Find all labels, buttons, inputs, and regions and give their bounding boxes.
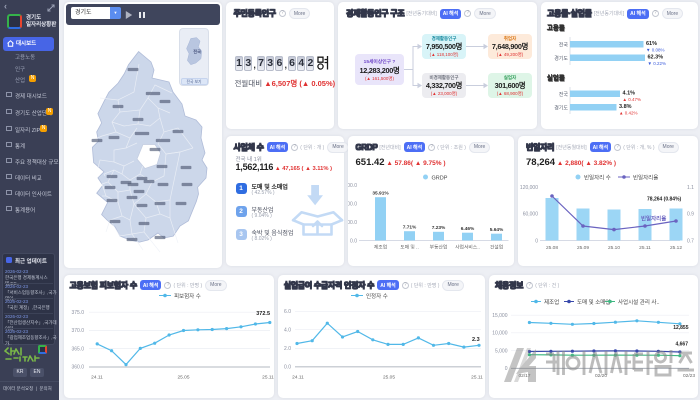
svg-text:5.64%: 5.64% [489, 227, 503, 233]
svg-text:0.7: 0.7 [687, 239, 694, 245]
svg-text:6.46%: 6.46% [460, 226, 474, 232]
svg-text:370.0: 370.0 [71, 328, 84, 334]
svg-text:25.11: 25.11 [639, 245, 651, 251]
svg-text:도매 및 소매업: 도매 및 소매업 [577, 298, 610, 306]
svg-text:24.11: 24.11 [91, 374, 103, 380]
svg-text:78,264 (0.84%): 78,264 (0.84%) [647, 197, 682, 203]
svg-text:25.10: 25.10 [608, 245, 620, 251]
svg-text:경기도: 경기도 [554, 55, 568, 62]
svg-text:0.9: 0.9 [687, 212, 694, 218]
svg-text:02/17: 02/17 [518, 373, 530, 379]
svg-text:25.12: 25.12 [670, 245, 682, 251]
svg-text:건설업: 건설업 [489, 244, 502, 251]
svg-text:▼ 0.22%: ▼ 0.22% [648, 61, 666, 66]
svg-text:375.0: 375.0 [71, 310, 84, 316]
svg-text:사업시설 관리 사..: 사업시설 관리 사.. [618, 298, 660, 306]
svg-text:0.0: 0.0 [350, 239, 357, 245]
svg-text:35.91%: 35.91% [372, 191, 389, 197]
svg-text:제조업: 제조업 [544, 298, 559, 306]
svg-text:4.1%: 4.1% [623, 91, 636, 97]
svg-text:0.0: 0.0 [284, 364, 291, 370]
svg-text:0: 0 [505, 366, 508, 372]
svg-text:인정자 수: 인정자 수 [366, 292, 388, 300]
svg-text:전국: 전국 [559, 42, 569, 49]
svg-text:25.11: 25.11 [471, 374, 483, 380]
svg-text:60,000: 60,000 [523, 212, 539, 218]
svg-text:15,000: 15,000 [492, 313, 508, 319]
svg-text:25.05: 25.05 [383, 374, 395, 380]
svg-text:사업서비스..: 사업서비스.. [455, 244, 480, 251]
svg-text:360.0: 360.0 [71, 364, 84, 370]
svg-text:2.3: 2.3 [472, 337, 480, 343]
svg-text:25.11: 25.11 [262, 374, 273, 380]
svg-text:7.23%: 7.23% [431, 225, 445, 231]
svg-text:빈일자리율: 빈일자리율 [641, 215, 666, 223]
svg-text:61%: 61% [646, 41, 657, 47]
svg-text:경기도: 경기도 [554, 105, 568, 112]
svg-text:62.3%: 62.3% [648, 55, 664, 61]
svg-text:120,000: 120,000 [520, 185, 538, 191]
svg-text:빈일자리 수: 빈일자리 수 [584, 174, 611, 182]
svg-text:372.5: 372.5 [256, 311, 270, 317]
svg-text:7.71%: 7.71% [402, 225, 416, 231]
svg-text:▲ 0.47%: ▲ 0.47% [623, 97, 641, 102]
svg-text:1.1: 1.1 [687, 185, 694, 191]
svg-text:24.11: 24.11 [292, 374, 304, 380]
svg-text:100.0: 100.0 [348, 220, 357, 226]
svg-text:피보험자 수: 피보험자 수 [174, 292, 201, 300]
svg-text:빈일자리율: 빈일자리율 [633, 174, 658, 182]
svg-text:5,000: 5,000 [495, 348, 508, 354]
svg-text:300.0: 300.0 [348, 183, 357, 189]
svg-text:3.8%: 3.8% [619, 104, 632, 110]
svg-text:도매 및 ..: 도매 및 .. [400, 244, 419, 251]
svg-text:02/20: 02/20 [595, 373, 607, 379]
svg-text:10,000: 10,000 [492, 330, 508, 336]
svg-text:▲ 0.42%: ▲ 0.42% [619, 111, 637, 116]
svg-text:6.0: 6.0 [284, 309, 291, 315]
svg-text:25.09: 25.09 [577, 245, 589, 251]
svg-text:▼ 0.08%: ▼ 0.08% [646, 48, 664, 53]
svg-text:25.05: 25.05 [177, 374, 189, 380]
svg-text:02/23: 02/23 [683, 373, 695, 379]
svg-text:2.0: 2.0 [284, 346, 291, 352]
svg-text:12,855: 12,855 [673, 325, 689, 331]
svg-text:0: 0 [535, 239, 538, 245]
svg-text:365.0: 365.0 [71, 346, 84, 352]
svg-text:4,667: 4,667 [675, 341, 688, 347]
svg-text:전국: 전국 [559, 91, 569, 98]
svg-text:GRDP: GRDP [431, 176, 447, 182]
svg-text:제조업: 제조업 [373, 244, 386, 251]
svg-text:25.08: 25.08 [546, 245, 558, 251]
svg-text:200.0: 200.0 [348, 202, 357, 208]
svg-text:부동산업: 부동산업 [429, 244, 447, 251]
svg-text:4.0: 4.0 [284, 327, 291, 333]
